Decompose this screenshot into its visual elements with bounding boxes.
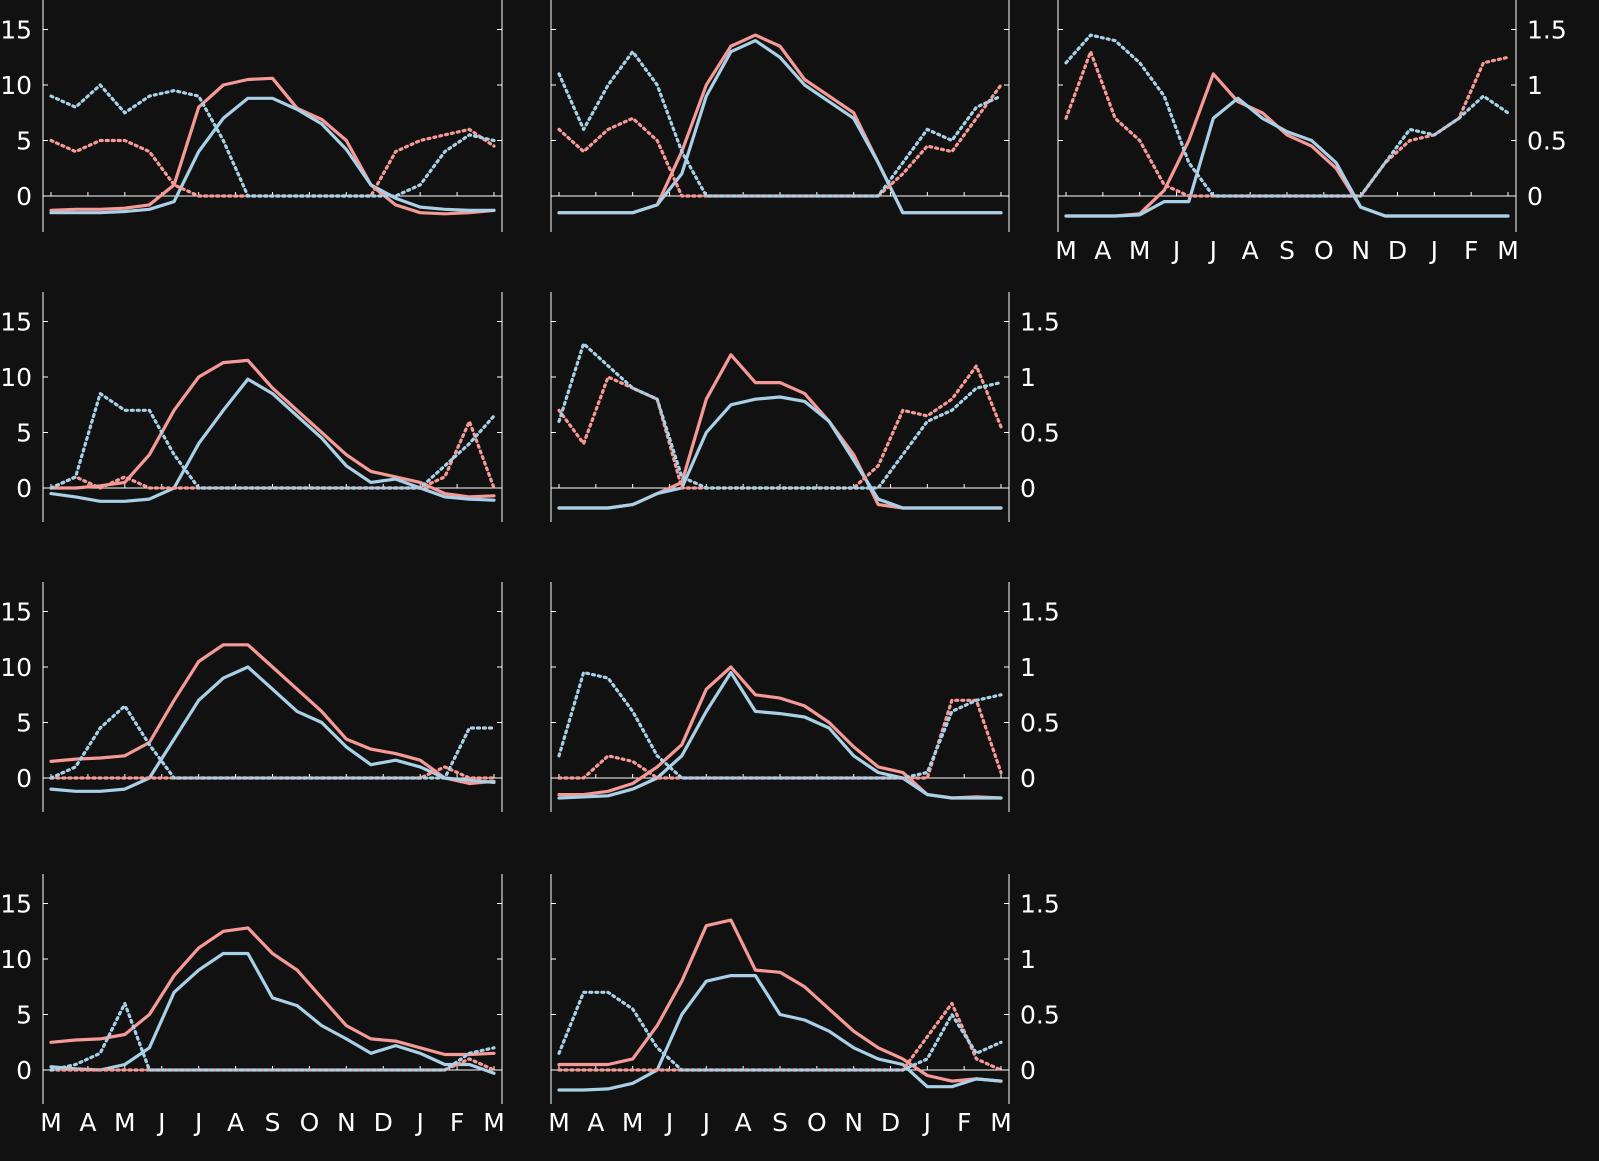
row4-col1-x-tick-label: J bbox=[193, 1108, 202, 1137]
row4-col2-x-tick-label: J bbox=[922, 1108, 931, 1137]
row1-col3-x-tick-label: O bbox=[1314, 236, 1334, 265]
row1-col2-series-blue-dotted bbox=[557, 50, 1003, 198]
row4-col2-right-tick-label: 1 bbox=[1020, 945, 1036, 974]
row1-col3-x-tick-label: D bbox=[1388, 236, 1407, 265]
row4-col1-series-blue-dotted bbox=[49, 1001, 496, 1072]
row3-col2-series-blue-solid bbox=[557, 670, 1003, 800]
row1-col1-left-tick-label: 0 bbox=[16, 182, 32, 211]
row4-col2-right-tick-label: 1.5 bbox=[1020, 890, 1060, 919]
row2-col1-series-blue-dotted bbox=[49, 392, 496, 490]
row1-col1-left-tick-label: 15 bbox=[0, 16, 32, 45]
row2-col2-series-blue-dotted bbox=[557, 342, 1003, 490]
row3-col2-right-tick-label: 1 bbox=[1020, 653, 1036, 682]
row4-col1-x-tick-label: F bbox=[450, 1108, 464, 1137]
row3-col2-right-tick-label: 0.5 bbox=[1020, 709, 1060, 738]
row1-col3-x-tick-label: A bbox=[1094, 236, 1111, 265]
row2-col2-series-blue-solid bbox=[557, 395, 1003, 510]
row1-col3-right-tick-label: 1.5 bbox=[1527, 16, 1567, 45]
row1-col3-x-tick-label: A bbox=[1242, 236, 1259, 265]
row4-col2-x-tick-label: J bbox=[664, 1108, 673, 1137]
row3-col2-right-tick-label: 1.5 bbox=[1020, 598, 1060, 627]
row2-col2-right-tick-label: 0.5 bbox=[1020, 419, 1060, 448]
row2-col2-right-tick-label: 0 bbox=[1020, 474, 1036, 503]
row4-col2-x-tick-label: A bbox=[735, 1108, 752, 1137]
row4-col2-x-tick-label: D bbox=[881, 1108, 900, 1137]
row4-col1-x-tick-label: A bbox=[227, 1108, 244, 1137]
row4-col1-series-red-solid bbox=[49, 926, 496, 1057]
row3-col2-series-blue-dotted bbox=[557, 670, 1003, 780]
row1-col1-series-blue-solid bbox=[49, 96, 496, 215]
row4-col1-x-tick-label: M bbox=[483, 1108, 505, 1137]
row3-col1-left-tick-label: 10 bbox=[0, 653, 32, 682]
row4-col1-x-tick-label: A bbox=[79, 1108, 96, 1137]
row3-col1-left-tick-label: 5 bbox=[16, 709, 32, 738]
row4-col1-left-tick-label: 0 bbox=[16, 1056, 32, 1085]
row1-col3-x-tick-label: S bbox=[1279, 236, 1295, 265]
row4-col2-right-tick-label: 0.5 bbox=[1020, 1001, 1060, 1030]
row1-col2-series-blue-solid bbox=[557, 38, 1003, 215]
row4-col1-x-tick-label: J bbox=[156, 1108, 165, 1137]
row4-col1-x-tick-label: M bbox=[114, 1108, 136, 1137]
row4-col1-x-tick-label: S bbox=[265, 1108, 281, 1137]
row4-col1-x-tick-label: M bbox=[40, 1108, 62, 1137]
row3-col1-left-tick-label: 0 bbox=[16, 764, 32, 793]
row2-col2-right-tick-label: 1.5 bbox=[1020, 308, 1060, 337]
row4-col1-x-tick-label: D bbox=[374, 1108, 393, 1137]
row3-col1-series-red-solid bbox=[49, 643, 496, 786]
row4-col2-series-blue-dotted bbox=[557, 990, 1003, 1072]
row1-col3-series-blue-dotted bbox=[1064, 33, 1510, 198]
row4-col1-left-tick-label: 5 bbox=[16, 1001, 32, 1030]
row4-col2-right-tick-label: 0 bbox=[1020, 1056, 1036, 1085]
row1-col3-x-tick-label: J bbox=[1429, 236, 1438, 265]
row2-col2-right-tick-label: 1 bbox=[1020, 363, 1036, 392]
row1-col1-left-tick-label: 5 bbox=[16, 127, 32, 156]
row1-col3-x-tick-label: J bbox=[1208, 236, 1217, 265]
row1-col1-left-tick-label: 10 bbox=[0, 71, 32, 100]
row4-col1-x-tick-label: J bbox=[414, 1108, 423, 1137]
row4-col1-x-tick-label: O bbox=[300, 1108, 320, 1137]
row2-col1-left-tick-label: 0 bbox=[16, 474, 32, 503]
row1-col3-right-tick-label: 0 bbox=[1527, 182, 1543, 211]
row1-col3-right-tick-label: 0.5 bbox=[1527, 127, 1567, 156]
row3-col1-series-blue-solid bbox=[49, 665, 496, 793]
row1-col3-x-tick-label: M bbox=[1055, 236, 1077, 265]
row1-col1-series-red-solid bbox=[49, 76, 496, 216]
row1-col3-series-red-dotted bbox=[1064, 50, 1510, 198]
row2-col1-left-tick-label: 15 bbox=[0, 308, 32, 337]
row4-col1-left-tick-label: 10 bbox=[0, 945, 32, 974]
row1-col3-x-tick-label: F bbox=[1464, 236, 1478, 265]
row3-col1-left-tick-label: 15 bbox=[0, 598, 32, 627]
row2-col1-left-tick-label: 10 bbox=[0, 363, 32, 392]
row4-col1-left-tick-label: 15 bbox=[0, 890, 32, 919]
row4-col2-x-tick-label: A bbox=[587, 1108, 604, 1137]
row2-col1-series-red-solid bbox=[49, 358, 496, 499]
row3-col2-series-red-dotted bbox=[557, 698, 1003, 780]
row1-col3-x-tick-label: N bbox=[1351, 236, 1370, 265]
row1-col3-x-tick-label: M bbox=[1497, 236, 1519, 265]
row4-col1-x-tick-label: N bbox=[337, 1108, 356, 1137]
row4-col2-x-tick-label: O bbox=[807, 1108, 827, 1137]
row4-col2-x-tick-label: F bbox=[957, 1108, 971, 1137]
row3-col2-right-tick-label: 0 bbox=[1020, 764, 1036, 793]
row4-col2-x-tick-label: J bbox=[701, 1108, 710, 1137]
row4-col2-x-tick-label: M bbox=[548, 1108, 570, 1137]
row4-col2-x-tick-label: M bbox=[990, 1108, 1012, 1137]
row4-col2-x-tick-label: M bbox=[622, 1108, 644, 1137]
row4-col2-x-tick-label: S bbox=[772, 1108, 788, 1137]
row1-col3-right-tick-label: 1 bbox=[1527, 71, 1543, 100]
row3-col1-series-blue-dotted bbox=[49, 704, 496, 780]
row4-col2-series-red-solid bbox=[557, 918, 1003, 1083]
row1-col3-series-blue-solid bbox=[1064, 96, 1510, 218]
row2-col1-left-tick-label: 5 bbox=[16, 419, 32, 448]
row1-col3-x-tick-label: J bbox=[1171, 236, 1180, 265]
row4-col2-series-blue-solid bbox=[557, 973, 1003, 1092]
row1-col3-x-tick-label: M bbox=[1129, 236, 1151, 265]
row1-col1-series-blue-dotted bbox=[49, 83, 496, 198]
row4-col2-x-tick-label: N bbox=[844, 1108, 863, 1137]
row1-col2-series-red-dotted bbox=[557, 83, 1003, 198]
row2-col1-series-red-dotted bbox=[49, 419, 496, 490]
row4-col1-series-blue-solid bbox=[49, 951, 496, 1075]
row1-col1-series-red-dotted bbox=[49, 127, 496, 198]
